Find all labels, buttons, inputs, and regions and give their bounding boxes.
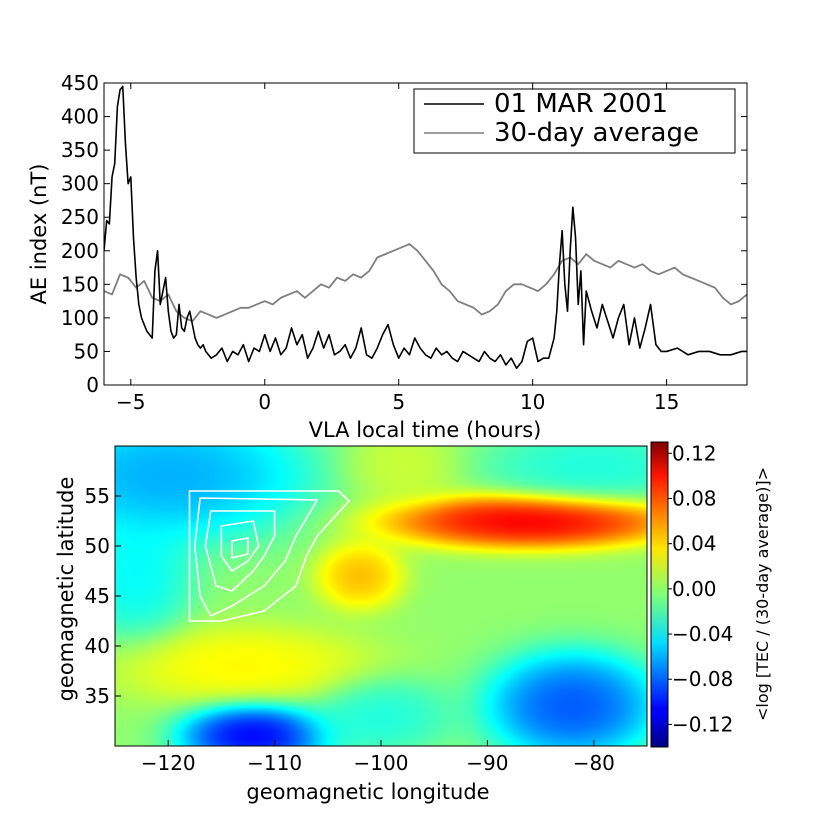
- colorbar-gradient: [650, 441, 669, 748]
- ae-y-tick-label: 150: [61, 272, 99, 296]
- heatmap-y-axis-label: geomagnetic latitude: [54, 477, 78, 702]
- colorbar-tick-label: −0.08: [672, 667, 733, 691]
- heatmap-x-tick-label: −100: [354, 751, 409, 775]
- ae-y-tick-label: 450: [61, 71, 99, 95]
- ae-y-tick-label: 350: [61, 138, 99, 162]
- contour-4: [220, 520, 260, 572]
- ae-x-tick-label: 15: [654, 390, 679, 414]
- ae-y-tick-label: 250: [61, 205, 99, 229]
- colorbar-tick-label: 0.04: [672, 532, 717, 556]
- ae-legend: 01 MAR 2001 30-day average: [413, 88, 736, 154]
- heatmap-y-tick-label: 35: [85, 684, 110, 708]
- heatmap-x-tick-label: −90: [466, 751, 508, 775]
- heatmap-y-tick-label: 50: [85, 534, 110, 558]
- ae-y-tick-label: 200: [61, 239, 99, 263]
- heatmap-y-tick-label: 40: [85, 634, 110, 658]
- colorbar-tick-label: −0.04: [672, 622, 733, 646]
- tec-heatmap-chart: −120 −110 −100 −90 −80 35 40 45 50 55 geomagneti…: [54, 441, 772, 804]
- ae-y-axis-label: AE index (nT): [27, 164, 51, 305]
- ae-x-tick-label: −5: [116, 390, 145, 414]
- ae-series-line-0: [104, 85, 747, 370]
- ae-legend-label-0: 01 MAR 2001: [494, 89, 668, 119]
- ae-y-tick-label: 50: [74, 339, 99, 363]
- contour-outer: [188, 490, 350, 622]
- contour-3: [204, 510, 276, 592]
- colorbar-tick-label: 0.08: [672, 486, 717, 510]
- contour-2: [194, 497, 319, 617]
- heatmap-x-tick-label: −120: [141, 751, 196, 775]
- ae-y-tick-label: 300: [61, 172, 99, 196]
- colorbar-label: <log [TEC / (30-day average)]>: [753, 467, 772, 721]
- ae-x-tick-label: 10: [520, 390, 545, 414]
- colorbar: 0.12 0.08 0.04 0.00 −0.04 −0.08 −0.12 <log [TE…: [650, 441, 772, 748]
- ae-y-tick-label: 100: [61, 306, 99, 330]
- ae-series-line-1: [104, 243, 747, 323]
- ae-x-tick-label: 5: [392, 390, 405, 414]
- colorbar-tick-label: 0.00: [672, 577, 717, 601]
- ae-y-tick-label: 400: [61, 105, 99, 129]
- colorbar-tick-label: −0.12: [672, 712, 733, 736]
- heatmap-x-tick-label: −80: [573, 751, 615, 775]
- heatmap-y-tick-label: 45: [85, 584, 110, 608]
- heatmap-y-tick-label: 55: [85, 484, 110, 508]
- contour-5: [231, 537, 249, 559]
- ae-y-tick-label: 0: [86, 373, 99, 397]
- ae-plot-border: [103, 82, 748, 386]
- ae-x-tick-label: 0: [258, 390, 271, 414]
- heatmap-x-tick-label: −110: [247, 751, 302, 775]
- tec-heatmap: [115, 446, 647, 746]
- ae-legend-box: [413, 88, 736, 154]
- heatmap-x-axis-label: geomagnetic longitude: [246, 780, 489, 804]
- colorbar-tick-label: 0.12: [672, 441, 717, 465]
- ae-x-axis-label: VLA local time (hours): [309, 418, 542, 442]
- ae-index-chart: −5 0 5 10 15 0 50 100 150 200 250 300 350 400 450 VLA…: [27, 71, 748, 442]
- ae-legend-label-1: 30-day average: [494, 118, 699, 148]
